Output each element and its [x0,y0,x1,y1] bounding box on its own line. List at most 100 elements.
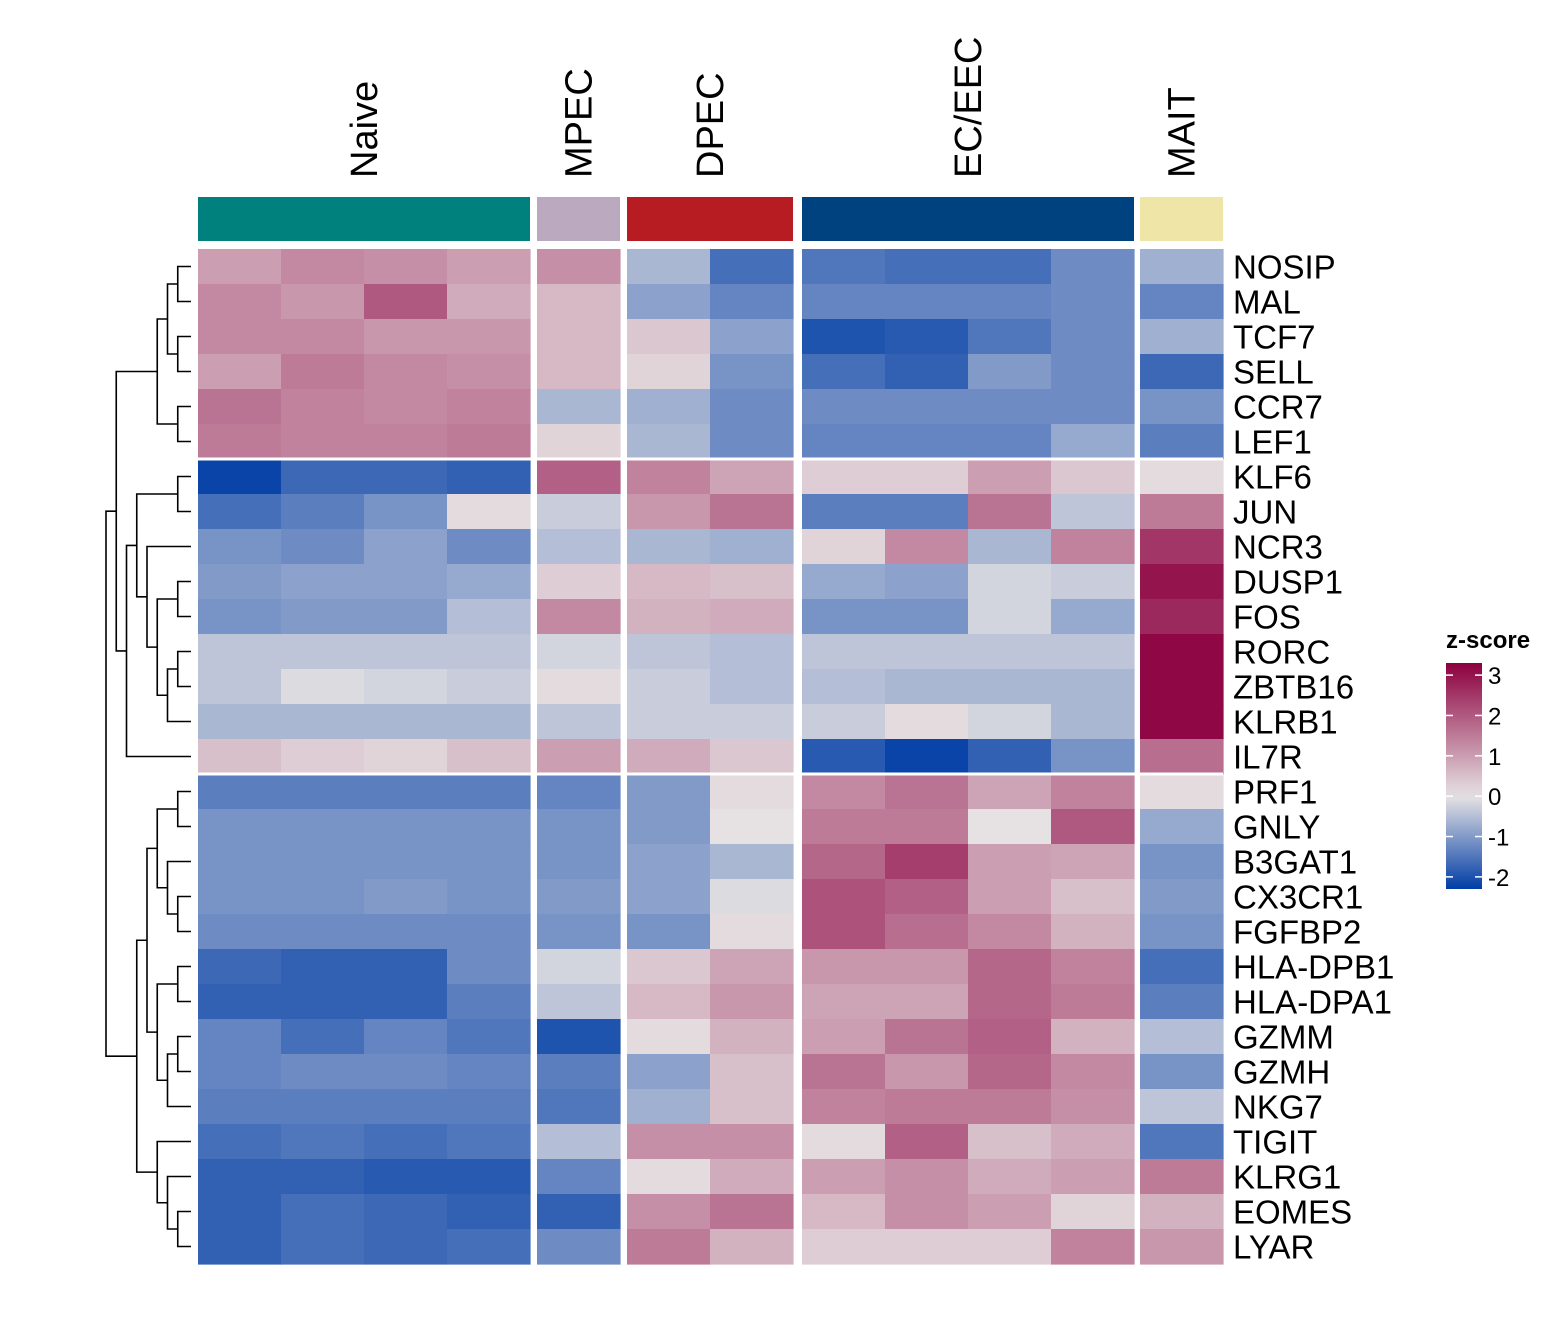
heatmap-cell [802,319,886,355]
heatmap-cell [885,389,969,425]
heatmap-cell [364,564,448,600]
row-label: ZBTB16 [1233,669,1354,706]
row-label: MAL [1233,284,1301,321]
heatmap-cell [447,284,531,320]
heatmap-cell [1140,494,1224,530]
heatmap-cell [1140,284,1224,320]
row-label: CX3CR1 [1233,879,1363,916]
dendrogram-branch [176,895,191,933]
heatmap-cell [364,494,448,530]
heatmap-cell [447,914,531,950]
heatmap-cell [537,739,621,775]
heatmap-cell [710,494,794,530]
heatmap-cell [198,774,282,810]
row-label: NCR3 [1233,529,1323,566]
heatmap-cell [537,634,621,670]
heatmap-cell [537,494,621,530]
heatmap-cell [537,1019,621,1055]
heatmap-cell [885,1019,969,1055]
heatmap-cell [1051,739,1135,775]
legend-title: z-score [1446,627,1530,654]
heatmap-cell [1140,1194,1224,1230]
row-label: TCF7 [1233,319,1316,356]
heatmap-cell [1051,1124,1135,1160]
row-label: FOS [1233,599,1301,636]
heatmap-cell [447,354,531,390]
heatmap-cell [364,284,448,320]
heatmap-cell [885,1089,969,1125]
group-annotation-mait [1140,197,1223,241]
heatmap-cell [198,564,282,600]
heatmap-cell [627,1194,711,1230]
heatmap-cell [627,669,711,705]
heatmap-cell [710,774,794,810]
heatmap-cell [1051,809,1135,845]
heatmap-cell [1051,389,1135,425]
heatmap-cell [627,1229,711,1265]
heatmap-cell [968,389,1052,425]
heatmap-cell [885,354,969,390]
heatmap-cell [364,1054,448,1090]
heatmap-cell [1140,564,1224,600]
heatmap-cell [447,984,531,1020]
heatmap-cell [281,669,365,705]
heatmap-cell [198,1054,282,1090]
row-label: GZMH [1233,1054,1330,1091]
heatmap-cell [537,879,621,915]
heatmap-cell [627,354,711,390]
heatmap-cell [627,424,711,460]
legend-color-bar [1446,663,1482,889]
heatmap-cell [198,249,282,285]
row-label: PRF1 [1233,774,1317,811]
row-label: KLRG1 [1233,1159,1341,1196]
heatmap-cell [1140,844,1224,880]
row-label: LEF1 [1233,424,1312,461]
heatmap-cell [968,669,1052,705]
heatmap-cell [1051,599,1135,635]
heatmap-cell [1140,1229,1224,1265]
heatmap-cell [447,634,531,670]
heatmap-cell [802,984,886,1020]
heatmap-cell [281,739,365,775]
heatmap-cell [885,1054,969,1090]
heatmap-cell [802,669,886,705]
heatmap-cell [710,844,794,880]
heatmap-cell [537,1194,621,1230]
heatmap-cell [364,529,448,565]
row-label: TIGIT [1233,1124,1317,1161]
heatmap-cell [885,1229,969,1265]
heatmap-cell [710,459,794,495]
heatmap-cell [537,319,621,355]
heatmap-cell [802,914,886,950]
heatmap-cell [885,284,969,320]
heatmap-cell [1051,319,1135,355]
heatmap-cell [447,879,531,915]
heatmap-cell [198,739,282,775]
heatmap-cell [802,389,886,425]
heatmap-cell [802,459,886,495]
heatmap-cell [281,284,365,320]
heatmap-cell [1140,949,1224,985]
heatmap-cell [885,1194,969,1230]
heatmap-cell [627,774,711,810]
heatmap-cell [537,984,621,1020]
row-label: NOSIP [1233,249,1336,286]
heatmap-cell [1140,879,1224,915]
heatmap-cell [885,249,969,285]
heatmap-cell [281,529,365,565]
heatmap-cell [1140,599,1224,635]
heatmap-cell [537,249,621,285]
heatmap-cell [537,809,621,845]
heatmap-cell [281,564,365,600]
heatmap-cell [198,1124,282,1160]
heatmap-cell [537,704,621,740]
heatmap-cell [198,1019,282,1055]
heatmap-cell [885,564,969,600]
heatmap-cell [1140,459,1224,495]
row-label: KLRB1 [1233,704,1338,741]
heatmap-cell [364,1159,448,1195]
heatmap-cell [710,354,794,390]
row-label: EOMES [1233,1194,1352,1231]
heatmap-cell [968,809,1052,845]
heatmap-cell [885,494,969,530]
